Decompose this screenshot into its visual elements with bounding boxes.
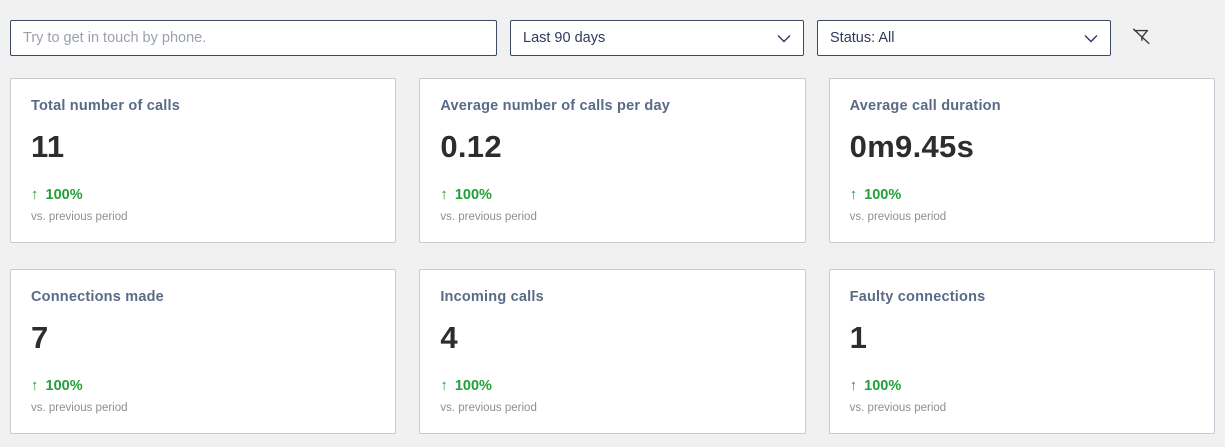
change-percent: 100% bbox=[864, 377, 902, 394]
arrow-up-icon: ↑ bbox=[440, 377, 448, 394]
status-dropdown-value: Status: All bbox=[830, 30, 895, 46]
clear-filters-button[interactable] bbox=[1128, 25, 1154, 51]
card-title: Incoming calls bbox=[440, 289, 544, 305]
card-avg-calls-per-day: Average number of calls per day 0.12 ↑ 1… bbox=[419, 78, 806, 243]
comparison-label: vs. previous period bbox=[440, 402, 537, 414]
arrow-up-icon: ↑ bbox=[849, 377, 858, 394]
card-value: 4 bbox=[440, 320, 458, 355]
card-title: Average call duration bbox=[849, 98, 1001, 114]
card-title: Faulty connections bbox=[849, 289, 986, 305]
card-value: 0.12 bbox=[440, 129, 502, 164]
card-total-calls: Total number of calls 11 ↑ 100% vs. prev… bbox=[10, 78, 397, 243]
card-incoming-calls: Incoming calls 4 ↑ 100% vs. previous per… bbox=[419, 269, 806, 434]
comparison-label: vs. previous period bbox=[31, 211, 128, 223]
card-faulty-connections: Faulty connections 1 ↑ 100% vs. previous… bbox=[828, 269, 1215, 434]
card-title: Connections made bbox=[31, 289, 164, 305]
comparison-label: vs. previous period bbox=[849, 211, 947, 223]
arrow-up-icon: ↑ bbox=[440, 186, 448, 203]
period-dropdown[interactable]: Last 90 days bbox=[510, 20, 804, 56]
change-percent: 100% bbox=[454, 186, 492, 203]
trend-row: ↑ 100% bbox=[850, 186, 1194, 203]
change-percent: 100% bbox=[454, 377, 492, 394]
trend-row: ↑ 100% bbox=[850, 377, 1194, 394]
comparison-label: vs. previous period bbox=[440, 211, 537, 223]
arrow-up-icon: ↑ bbox=[31, 186, 39, 203]
card-avg-call-duration: Average call duration 0m9.45s ↑ 100% vs.… bbox=[828, 78, 1215, 243]
change-percent: 100% bbox=[45, 186, 83, 203]
change-percent: 100% bbox=[45, 377, 83, 394]
card-connections-made: Connections made 7 ↑ 100% vs. previous p… bbox=[10, 269, 397, 434]
trend-row: ↑ 100% bbox=[31, 377, 375, 394]
trend-row: ↑ 100% bbox=[31, 186, 375, 203]
chevron-down-icon bbox=[1084, 34, 1098, 43]
change-percent: 100% bbox=[864, 186, 902, 203]
arrow-up-icon: ↑ bbox=[31, 377, 39, 394]
call-statistics-dashboard: Last 90 days Status: All bbox=[10, 20, 1215, 434]
trend-row: ↑ 100% bbox=[440, 186, 784, 203]
card-value: 7 bbox=[31, 320, 49, 355]
period-dropdown-value: Last 90 days bbox=[523, 30, 606, 46]
filter-toolbar: Last 90 days Status: All bbox=[10, 20, 1215, 56]
card-title: Total number of calls bbox=[31, 98, 180, 114]
arrow-up-icon: ↑ bbox=[849, 186, 858, 203]
card-title: Average number of calls per day bbox=[440, 98, 671, 114]
card-value: 0m9.45s bbox=[849, 129, 975, 164]
filter-off-icon bbox=[1130, 26, 1152, 51]
comparison-label: vs. previous period bbox=[31, 402, 128, 414]
card-value: 1 bbox=[849, 320, 868, 355]
chevron-down-icon bbox=[777, 34, 791, 43]
phone-search-input[interactable] bbox=[10, 20, 497, 56]
status-dropdown[interactable]: Status: All bbox=[817, 20, 1111, 56]
trend-row: ↑ 100% bbox=[440, 377, 784, 394]
kpi-card-grid: Total number of calls 11 ↑ 100% vs. prev… bbox=[10, 78, 1215, 434]
comparison-label: vs. previous period bbox=[849, 402, 947, 414]
card-value: 11 bbox=[31, 129, 65, 164]
